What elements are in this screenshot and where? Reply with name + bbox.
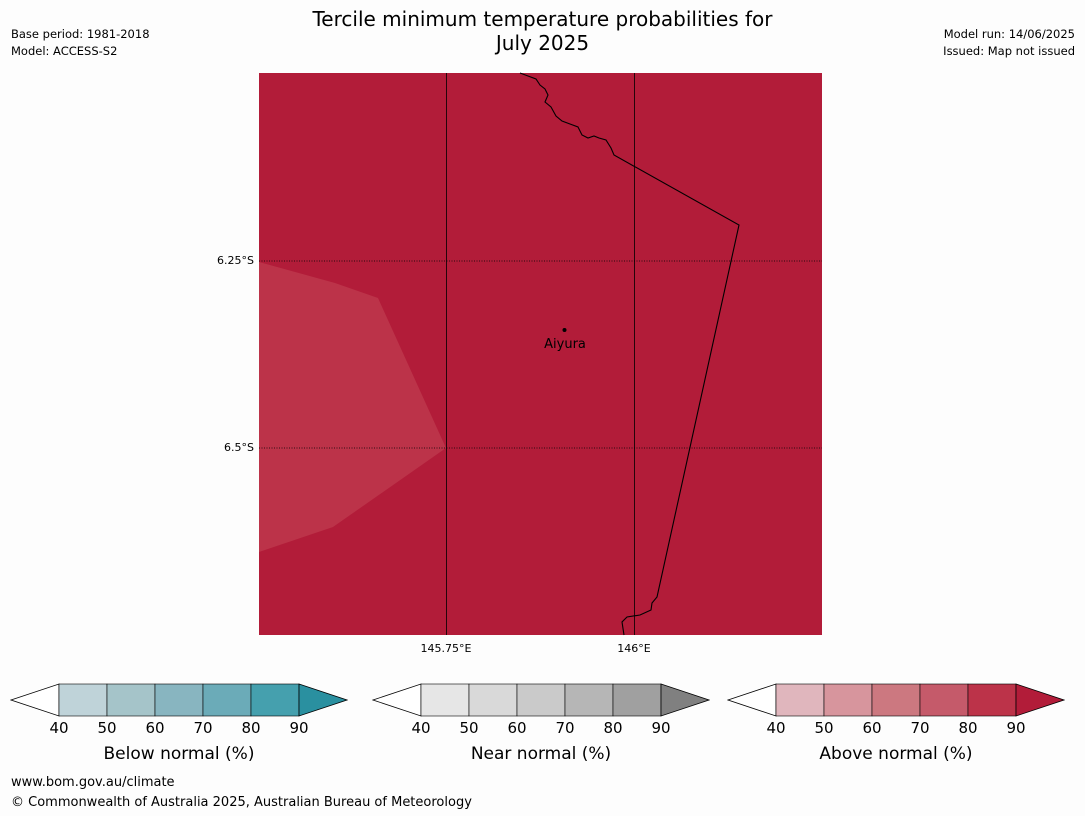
legend-near-normal xyxy=(372,683,710,717)
legend-above-normal xyxy=(727,683,1065,717)
lat-label-6-25: 6.25°S xyxy=(217,254,254,267)
legend-tick: 70 xyxy=(555,719,575,737)
colorbar-segment xyxy=(871,683,921,717)
colorbar-segment xyxy=(250,683,300,717)
colorbar-segment xyxy=(202,683,252,717)
colorbar-near-normal xyxy=(372,683,710,717)
colorbar-segment xyxy=(154,683,204,717)
colorbar-under-extension xyxy=(727,683,777,717)
legend-title-above-normal: Above normal (%) xyxy=(819,744,973,764)
model-run: Model run: 14/06/2025 xyxy=(943,27,1075,41)
legend-tick: 40 xyxy=(49,719,69,737)
colorbar-segment xyxy=(468,683,518,717)
legend-title-near-normal: Near normal (%) xyxy=(470,744,612,764)
legend-below-normal xyxy=(10,683,348,717)
colorbar-over-extension xyxy=(1015,683,1065,717)
legend-tick: 90 xyxy=(1006,719,1026,737)
colorbar-segment xyxy=(823,683,873,717)
probability-field-70-80 xyxy=(259,262,446,552)
legend-tick: 90 xyxy=(651,719,671,737)
legend-tick: 50 xyxy=(814,719,834,737)
legend-title-below-normal: Below normal (%) xyxy=(103,744,255,764)
title-line-1: Tercile minimum temperature probabilitie… xyxy=(312,7,773,31)
base-period: Base period: 1981-2018 xyxy=(11,27,150,41)
lon-label-146: 146°E xyxy=(617,642,651,655)
legend-tick: 80 xyxy=(603,719,623,737)
colorbar-segment xyxy=(106,683,156,717)
meta-right: Model run: 14/06/2025 Issued: Map not is… xyxy=(943,26,1075,60)
issued-status: Issued: Map not issued xyxy=(943,44,1075,58)
legend-tick: 60 xyxy=(507,719,527,737)
colorbar-segment xyxy=(420,683,470,717)
meta-left: Base period: 1981-2018 Model: ACCESS-S2 xyxy=(11,26,150,60)
legend-tick: 80 xyxy=(958,719,978,737)
lat-label-6-5: 6.5°S xyxy=(224,441,254,454)
colorbar-above-normal xyxy=(727,683,1065,717)
coastline-border xyxy=(519,72,740,636)
place-label-aiyura: Aiyura xyxy=(544,337,586,352)
title-line-2: July 2025 xyxy=(495,31,590,55)
lon-label-145-75: 145.75°E xyxy=(420,642,472,655)
legend-tick: 80 xyxy=(241,719,261,737)
legend-tick: 40 xyxy=(766,719,786,737)
colorbar-over-extension xyxy=(298,683,348,717)
legend-tick: 90 xyxy=(289,719,309,737)
model-name: Model: ACCESS-S2 xyxy=(11,44,118,58)
legend-tick: 50 xyxy=(459,719,479,737)
colorbar-segment xyxy=(775,683,825,717)
colorbar-segment xyxy=(516,683,566,717)
map-title: Tercile minimum temperature probabilitie… xyxy=(0,7,1085,55)
colorbar-below-normal xyxy=(10,683,348,717)
colorbar-segment xyxy=(58,683,108,717)
colorbar-over-extension xyxy=(660,683,710,717)
legend-tick: 60 xyxy=(145,719,165,737)
legend-tick: 70 xyxy=(193,719,213,737)
legend-tick: 50 xyxy=(97,719,117,737)
legend-tick: 60 xyxy=(862,719,882,737)
colorbar-segment xyxy=(612,683,662,717)
colorbar-segment xyxy=(919,683,969,717)
footer-url: www.bom.gov.au/climate xyxy=(11,775,175,790)
legend-tick: 40 xyxy=(411,719,431,737)
colorbar-under-extension xyxy=(372,683,422,717)
footer-copyright: © Commonwealth of Australia 2025, Austra… xyxy=(11,795,472,810)
place-marker xyxy=(562,328,567,332)
colorbar-segment xyxy=(967,683,1017,717)
legend-tick: 70 xyxy=(910,719,930,737)
colorbar-under-extension xyxy=(10,683,60,717)
colorbar-segment xyxy=(564,683,614,717)
